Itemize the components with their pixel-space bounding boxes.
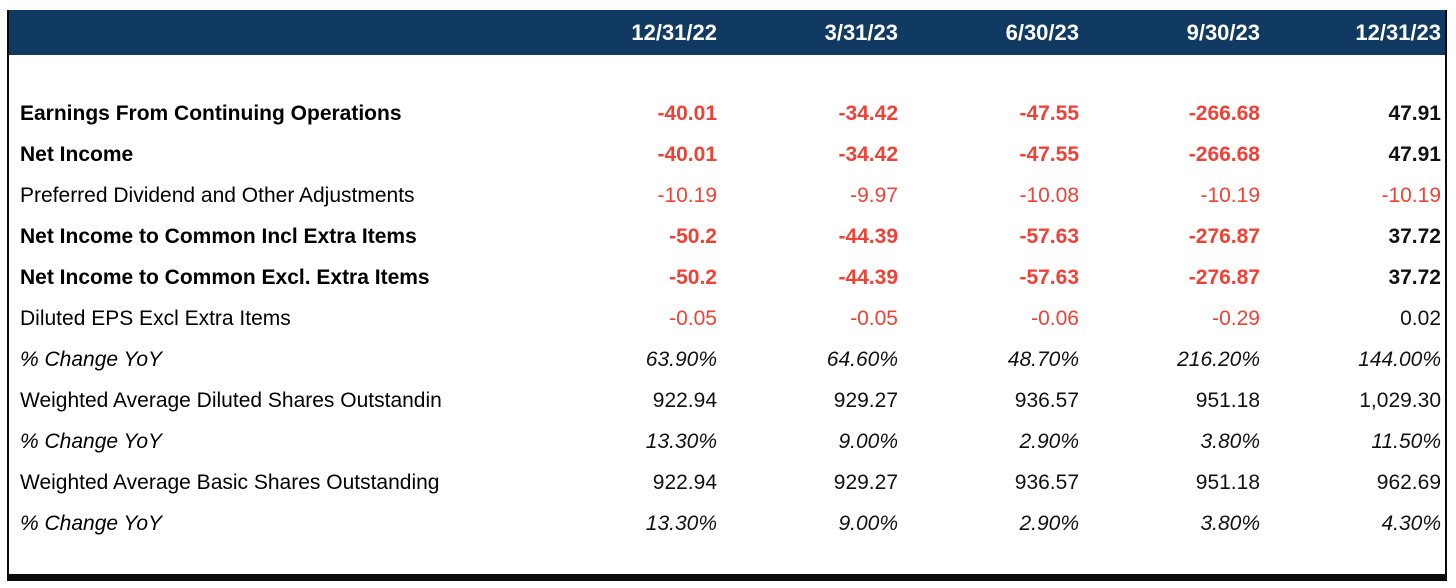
cell-value: -10.19	[1200, 183, 1260, 207]
cell-value: 9.00%	[838, 429, 898, 453]
cell-value: -0.05	[850, 306, 898, 330]
cell-value: -0.05	[669, 306, 717, 330]
cell-value: -34.42	[838, 142, 898, 166]
row-label: % Change YoY	[20, 347, 163, 371]
row-label: Weighted Average Basic Shares Outstandin…	[20, 470, 440, 494]
income-statement-table: 12/31/22 3/31/23 6/30/23 9/30/23 12/31/2…	[9, 10, 1445, 574]
table-row: Net Income -40.01 -34.42 -47.55 -266.68 47.91	[9, 134, 1445, 175]
cell-value: 9.00%	[838, 511, 898, 535]
cell-value: -266.68	[1188, 101, 1260, 125]
cell-value: 4.30%	[1381, 511, 1441, 535]
table-row: Earnings From Continuing Operations -40.0…	[9, 93, 1445, 134]
spacer-row-bottom	[9, 544, 1445, 574]
cell-value: 13.30%	[645, 429, 717, 453]
cell-value: 3.80%	[1200, 429, 1260, 453]
row-label: Preferred Dividend and Other Adjustments	[20, 183, 415, 207]
cell-value: 929.27	[833, 470, 898, 494]
column-header-q3: 6/30/23	[1005, 19, 1079, 45]
column-header-q4: 9/30/23	[1186, 19, 1260, 45]
row-label: Weighted Average Diluted Shares Outstand…	[20, 388, 442, 412]
table-body: Earnings From Continuing Operations -40.0…	[9, 93, 1445, 544]
cell-value: -34.42	[838, 101, 898, 125]
spacer-row-top	[9, 55, 1445, 93]
cell-value: -0.06	[1031, 306, 1079, 330]
row-label: Net Income to Common Incl Extra Items	[20, 224, 417, 248]
cell-value: -276.87	[1188, 265, 1260, 289]
cell-value: 0.02	[1400, 306, 1441, 330]
row-label: Earnings From Continuing Operations	[20, 101, 402, 125]
cell-value: 2.90%	[1019, 511, 1079, 535]
table-row: Weighted Average Diluted Shares Outstand…	[9, 380, 1445, 421]
cell-value: 922.94	[652, 388, 717, 412]
table-row: % Change YoY 13.30% 9.00% 2.90% 3.80% 11.50%	[9, 421, 1445, 462]
table-row: % Change YoY 13.30% 9.00% 2.90% 3.80% 4.30%	[9, 503, 1445, 544]
financial-statement-table: 12/31/22 3/31/23 6/30/23 9/30/23 12/31/2…	[7, 10, 1447, 581]
cell-value: -57.63	[1019, 265, 1079, 289]
cell-value: -40.01	[657, 142, 717, 166]
cell-value: -40.01	[657, 101, 717, 125]
column-header-q2: 3/31/23	[824, 19, 898, 45]
cell-value: 951.18	[1195, 388, 1260, 412]
cell-value: -50.2	[669, 224, 717, 248]
cell-value: 47.91	[1388, 101, 1441, 125]
cell-value: -47.55	[1019, 101, 1079, 125]
cell-value: 64.60%	[826, 347, 898, 371]
row-label: % Change YoY	[20, 429, 163, 453]
cell-value: 1,029.30	[1359, 388, 1441, 412]
cell-value: 962.69	[1376, 470, 1441, 494]
cell-value: 144.00%	[1358, 347, 1441, 371]
column-header-q5: 12/31/23	[1355, 19, 1441, 45]
cell-value: 936.57	[1014, 470, 1079, 494]
cell-value: -10.19	[657, 183, 717, 207]
row-label: Diluted EPS Excl Extra Items	[20, 306, 291, 330]
row-label: Net Income	[20, 142, 134, 166]
cell-value: -57.63	[1019, 224, 1079, 248]
cell-value: -44.39	[838, 265, 898, 289]
table-row: Weighted Average Basic Shares Outstandin…	[9, 462, 1445, 503]
cell-value: 37.72	[1388, 265, 1441, 289]
cell-value: 13.30%	[645, 511, 717, 535]
cell-value: 936.57	[1014, 388, 1079, 412]
cell-value: 37.72	[1388, 224, 1441, 248]
row-label: Net Income to Common Excl. Extra Items	[20, 265, 430, 289]
cell-value: -9.97	[850, 183, 898, 207]
cell-value: 63.90%	[645, 347, 717, 371]
column-header-q1: 12/31/22	[631, 19, 717, 45]
cell-value: 922.94	[652, 470, 717, 494]
table-row: % Change YoY 63.90% 64.60% 48.70% 216.20% 144…	[9, 339, 1445, 380]
cell-value: -266.68	[1188, 142, 1260, 166]
table-row: Diluted EPS Excl Extra Items -0.05 -0.05 -0…	[9, 298, 1445, 339]
cell-value: 11.50%	[1371, 429, 1441, 453]
table-row: Net Income to Common Excl. Extra Items -5…	[9, 257, 1445, 298]
cell-value: -50.2	[669, 265, 717, 289]
cell-value: 2.90%	[1019, 429, 1079, 453]
header-empty-cell	[9, 10, 540, 55]
table-header-row: 12/31/22 3/31/23 6/30/23 9/30/23 12/31/2…	[9, 10, 1445, 55]
cell-value: -44.39	[838, 224, 898, 248]
cell-value: 3.80%	[1200, 511, 1260, 535]
cell-value: -0.29	[1212, 306, 1260, 330]
cell-value: 47.91	[1388, 142, 1441, 166]
table-row: Net Income to Common Incl Extra Items -50…	[9, 216, 1445, 257]
cell-value: 48.70%	[1007, 347, 1079, 371]
table-row: Preferred Dividend and Other Adjustments…	[9, 175, 1445, 216]
cell-value: 951.18	[1195, 470, 1260, 494]
cell-value: -47.55	[1019, 142, 1079, 166]
cell-value: -10.08	[1019, 183, 1079, 207]
cell-value: 929.27	[833, 388, 898, 412]
cell-value: 216.20%	[1177, 347, 1260, 371]
row-label: % Change YoY	[20, 511, 163, 535]
cell-value: -10.19	[1381, 183, 1441, 207]
cell-value: -276.87	[1188, 224, 1260, 248]
